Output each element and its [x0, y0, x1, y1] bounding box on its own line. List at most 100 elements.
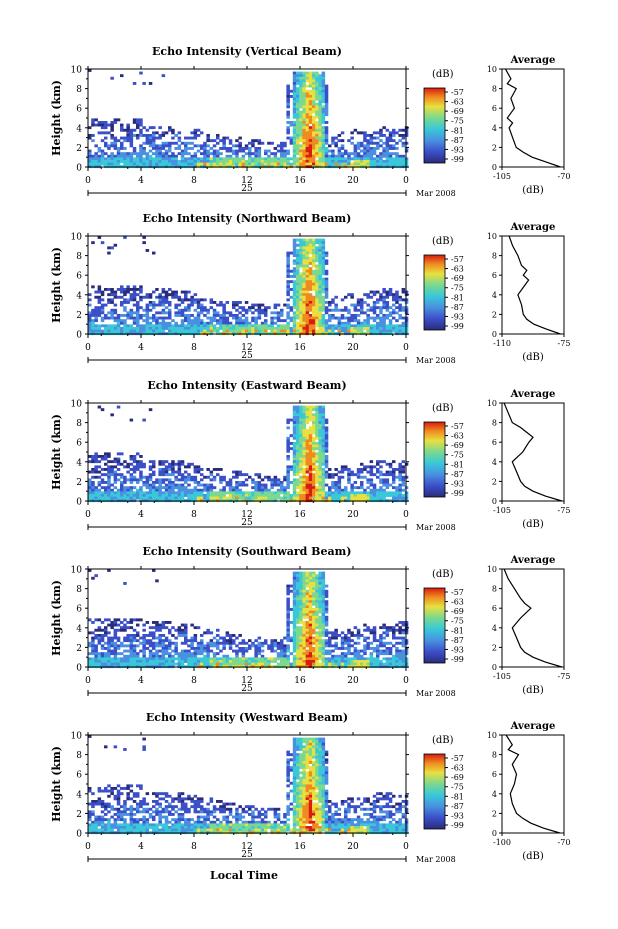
average-y-tick-label: 0	[492, 829, 497, 838]
average-y-tick-label: 2	[492, 310, 497, 319]
month-label: Mar 2008	[416, 523, 456, 532]
average-x-tick-label: -70	[558, 172, 571, 181]
colorbar-tick-label: -87	[451, 303, 464, 312]
colorbar-tick-label: -99	[451, 655, 464, 664]
x-tick-label: 4	[138, 676, 144, 686]
average-y-tick-label: 10	[487, 232, 497, 241]
average-x-tick-label: -105	[493, 506, 511, 515]
y-tick-label: 4	[76, 291, 82, 301]
average-x-tick-label: -75	[558, 339, 571, 348]
date-label: 25	[241, 850, 253, 860]
y-tick-label: 10	[71, 400, 83, 410]
x-tick-label: 4	[138, 510, 144, 520]
colorbar-tick-label: -63	[451, 432, 464, 441]
chart-panel-2: Echo Intensity (Northward Beam) 0 2 4 6 8 10 He…	[50, 212, 570, 365]
average-y-tick-label: 8	[492, 419, 497, 428]
y-tick-label: 4	[76, 624, 82, 634]
colorbar-tick-label: -63	[451, 764, 464, 773]
y-tick-label: 6	[76, 439, 82, 449]
colorbar-tick-label: -75	[451, 117, 464, 126]
month-label: Mar 2008	[416, 189, 456, 198]
colorbar-tick-label: -81	[451, 126, 464, 135]
y-tick-label: 2	[76, 311, 82, 321]
y-tick-label: 2	[76, 478, 82, 488]
y-tick-label: 10	[71, 566, 83, 576]
x-tick-label: 4	[138, 176, 144, 186]
average-y-tick-label: 8	[492, 751, 497, 760]
average-profile-line	[503, 402, 563, 502]
y-tick-label: 4	[76, 458, 82, 468]
colorbar-tick-label: -81	[451, 792, 464, 801]
heatmap-field	[88, 569, 409, 669]
x-tick-label: 20	[347, 842, 359, 852]
x-tick-label: 8	[191, 842, 197, 852]
x-tick-label: 12	[241, 343, 252, 353]
average-y-tick-label: 0	[492, 163, 497, 172]
average-y-tick-label: 4	[492, 624, 497, 633]
x-tick-label: 4	[138, 842, 144, 852]
average-x-tick-label: -110	[493, 339, 511, 348]
average-y-tick-label: 8	[492, 252, 497, 261]
average-x-label: (dB)	[522, 851, 544, 862]
average-title: Average	[510, 55, 556, 66]
x-tick-label: 0	[85, 176, 91, 186]
average-x-tick-label: -70	[558, 838, 571, 847]
average-y-tick-label: 0	[492, 497, 497, 506]
average-y-tick-label: 10	[487, 65, 497, 74]
average-y-tick-label: 2	[492, 643, 497, 652]
x-tick-label: 8	[191, 176, 197, 186]
colorbar-unit: (dB)	[432, 69, 454, 80]
colorbar-tick-label: -69	[451, 107, 464, 116]
average-y-tick-label: 10	[487, 399, 497, 408]
x-tick-label: 8	[191, 343, 197, 353]
colorbar-tick-label: -99	[451, 489, 464, 498]
colorbar-tick-label: -99	[451, 322, 464, 331]
average-x-tick-label: -105	[493, 672, 511, 681]
y-tick-label: 6	[76, 605, 82, 615]
average-y-tick-label: 2	[492, 143, 497, 152]
colorbar-unit: (dB)	[432, 236, 454, 247]
x-tick-label: 16	[294, 510, 306, 520]
colorbar-tick-label: -93	[451, 811, 464, 820]
average-profile-line	[505, 734, 561, 834]
colorbar-tick-label: -57	[451, 422, 464, 431]
heatmap-field	[88, 735, 409, 835]
colorbar	[423, 421, 446, 498]
y-tick-label: 8	[76, 252, 82, 262]
date-label: 25	[241, 518, 253, 528]
x-tick-label: 8	[191, 676, 197, 686]
average-frame	[501, 402, 565, 502]
x-tick-label: 0	[403, 842, 409, 852]
x-tick-label: 0	[85, 676, 91, 686]
y-tick-label: 2	[76, 144, 82, 154]
colorbar-tick-label: -81	[451, 626, 464, 635]
average-y-tick-label: 6	[492, 770, 497, 779]
y-tick-label: 0	[76, 830, 82, 840]
average-profile-line	[508, 235, 561, 335]
colorbar-tick-label: -87	[451, 802, 464, 811]
y-tick-label: 10	[71, 66, 83, 76]
colorbar-tick-label: -87	[451, 136, 464, 145]
x-tick-label: 16	[294, 842, 306, 852]
average-y-tick-label: 4	[492, 124, 497, 133]
month-label: Mar 2008	[416, 689, 456, 698]
average-x-label: (dB)	[522, 685, 544, 696]
colorbar-tick-label: -93	[451, 645, 464, 654]
colorbar-tick-label: -87	[451, 470, 464, 479]
average-title: Average	[510, 721, 556, 732]
colorbar	[423, 753, 446, 830]
y-tick-label: 2	[76, 644, 82, 654]
colorbar-unit: (dB)	[432, 569, 454, 580]
chart-title: Echo Intensity (Eastward Beam)	[147, 379, 346, 392]
average-y-tick-label: 6	[492, 438, 497, 447]
average-y-tick-label: 0	[492, 330, 497, 339]
chart-title: Echo Intensity (Northward Beam)	[143, 212, 352, 225]
colorbar-tick-label: -99	[451, 821, 464, 830]
heatmap-field	[88, 236, 409, 336]
average-profile-line	[503, 568, 563, 668]
colorbar	[423, 87, 446, 164]
average-y-tick-label: 4	[492, 790, 497, 799]
average-x-tick-label: -100	[493, 838, 511, 847]
colorbar-tick-label: -69	[451, 773, 464, 782]
